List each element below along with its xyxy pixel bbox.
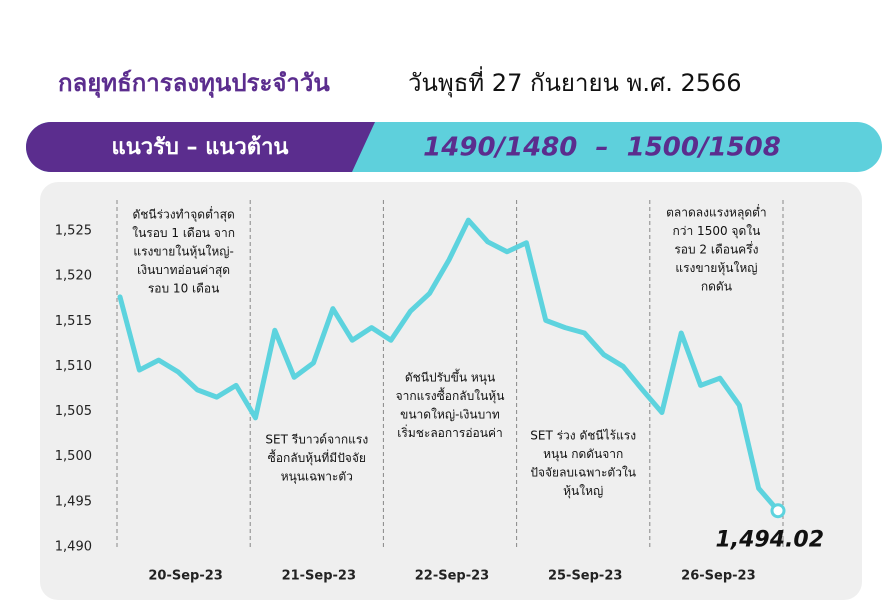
- y-tick-label: 1,505: [55, 404, 92, 419]
- annotation: หนุน กดดันจาก: [543, 447, 623, 462]
- banner-value: 1490/1480 – 1500/1508: [423, 133, 781, 163]
- annotation: ในรอบ 1 เดือน จาก: [132, 226, 235, 240]
- y-tick-label: 1,490: [55, 540, 92, 555]
- y-tick-label: 1,495: [55, 494, 92, 509]
- y-tick-label: 1,510: [55, 359, 92, 374]
- annotation: รอบ 2 เดือนครึ่ง: [674, 241, 758, 257]
- chart-panel: [40, 182, 862, 600]
- annotation: ซื้อกลับหุ้นที่มีปัจจัย: [268, 449, 366, 466]
- banner-label: แนวรับ – แนวต้าน: [112, 135, 289, 160]
- annotation: จากแรงซื้อกลับในหุ้น: [396, 387, 505, 404]
- y-tick-label: 1,500: [55, 449, 92, 464]
- end-label: 1,494.02: [715, 528, 824, 553]
- annotation: แรงขายในหุ้นใหญ่-: [133, 245, 234, 260]
- annotation: เริ่มชะลอการอ่อนค่า: [397, 424, 502, 440]
- annotation: ดัชนีร่วงทำจุดต่ำสุด: [132, 206, 234, 223]
- annotation: หนุนเฉพาะตัว: [281, 470, 353, 485]
- annotation: ปัจจัยลบเฉพาะตัวใน: [530, 466, 636, 480]
- annotation: ตลาดลงแรงหลุดต่ำ: [666, 204, 767, 221]
- annotation: กดดัน: [701, 280, 732, 294]
- annotation: SET รีบาวด์จากแรง: [265, 433, 368, 447]
- annotation: รอบ 10 เดือน: [148, 282, 219, 296]
- annotation: กว่า 1500 จุดใน: [673, 224, 761, 239]
- x-tick-label: 21-Sep-23: [282, 569, 356, 584]
- y-tick-label: 1,525: [55, 224, 92, 239]
- date: วันพุธที่ 27 กันยายน พ.ศ. 2566: [408, 66, 742, 98]
- y-tick-label: 1,520: [55, 269, 92, 284]
- end-marker: [770, 503, 786, 519]
- x-tick-label: 22-Sep-23: [415, 569, 489, 584]
- annotation: SET ร่วง ดัชนีไร้แรง: [530, 429, 636, 443]
- annotation: แรงขายหุ้นใหญ่: [675, 261, 757, 276]
- annotation: ขนาดใหญ่-เงินบาท: [400, 408, 500, 422]
- x-tick-label: 26-Sep-23: [681, 569, 755, 584]
- y-tick-label: 1,515: [55, 314, 92, 329]
- annotation: เงินบาทอ่อนค่าสุด: [137, 263, 230, 278]
- x-tick-label: 20-Sep-23: [148, 569, 222, 584]
- annotation: หุ้นใหญ่: [563, 484, 603, 499]
- x-tick-label: 25-Sep-23: [548, 569, 622, 584]
- title: กลยุทธ์การลงทุนประจำวัน: [58, 69, 330, 99]
- banner-left: [26, 122, 375, 172]
- series-line: [117, 217, 781, 514]
- annotation: ดัชนีปรับขึ้น หนุน: [405, 369, 495, 386]
